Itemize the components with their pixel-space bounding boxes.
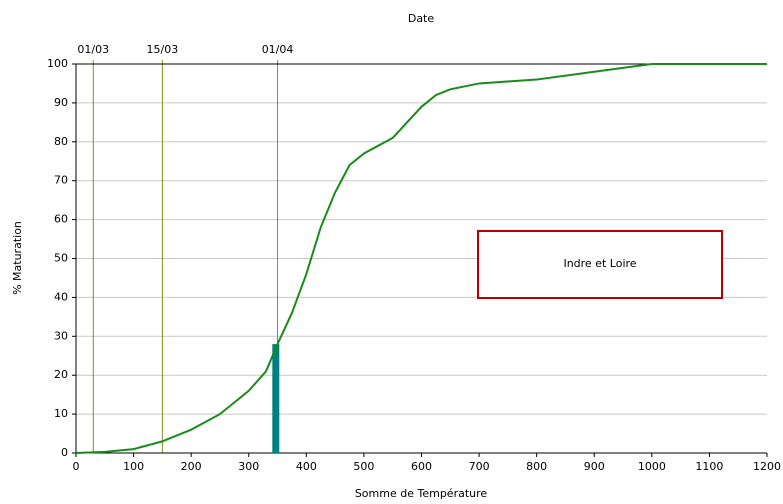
x-tick-label: 200 [181,460,202,473]
y-axis-label: % Maturation [11,221,24,295]
date-tick-label: 15/03 [147,43,179,56]
x-tick-label: 0 [73,460,80,473]
maturation-line [75,63,767,454]
date-tick-label: 01/04 [262,43,294,56]
top-axis-label: Date [408,12,435,25]
x-tick-label: 900 [584,460,605,473]
y-tick-label: 90 [54,96,68,109]
y-tick-label: 20 [54,368,68,381]
x-tick-label: 1200 [753,460,781,473]
annotation-box [477,230,723,299]
y-tick-label: 0 [61,446,68,459]
x-tick-label: 700 [469,460,490,473]
x-tick-label: 1000 [638,460,666,473]
x-tick-label: 100 [123,460,144,473]
marker-bar [272,344,280,453]
y-tick-label: 10 [54,407,68,420]
y-tick-label: 70 [54,174,68,187]
y-tick-label: 60 [54,213,68,226]
x-tick-label: 1100 [695,460,723,473]
x-tick-label: 600 [411,460,432,473]
y-tick-label: 30 [54,329,68,342]
x-tick-label: 800 [526,460,547,473]
x-axis-label: Somme de Température [355,487,488,500]
y-tick-label: 80 [54,135,68,148]
annotation: Indre et Loire [563,257,636,270]
date-tick-label: 01/03 [77,43,109,56]
x-tick-label: 400 [296,460,317,473]
y-tick-label: 100 [47,57,68,70]
y-tick-label: 40 [54,290,68,303]
x-tick-label: 500 [353,460,374,473]
y-tick-label: 50 [54,252,68,265]
x-tick-label: 300 [238,460,259,473]
